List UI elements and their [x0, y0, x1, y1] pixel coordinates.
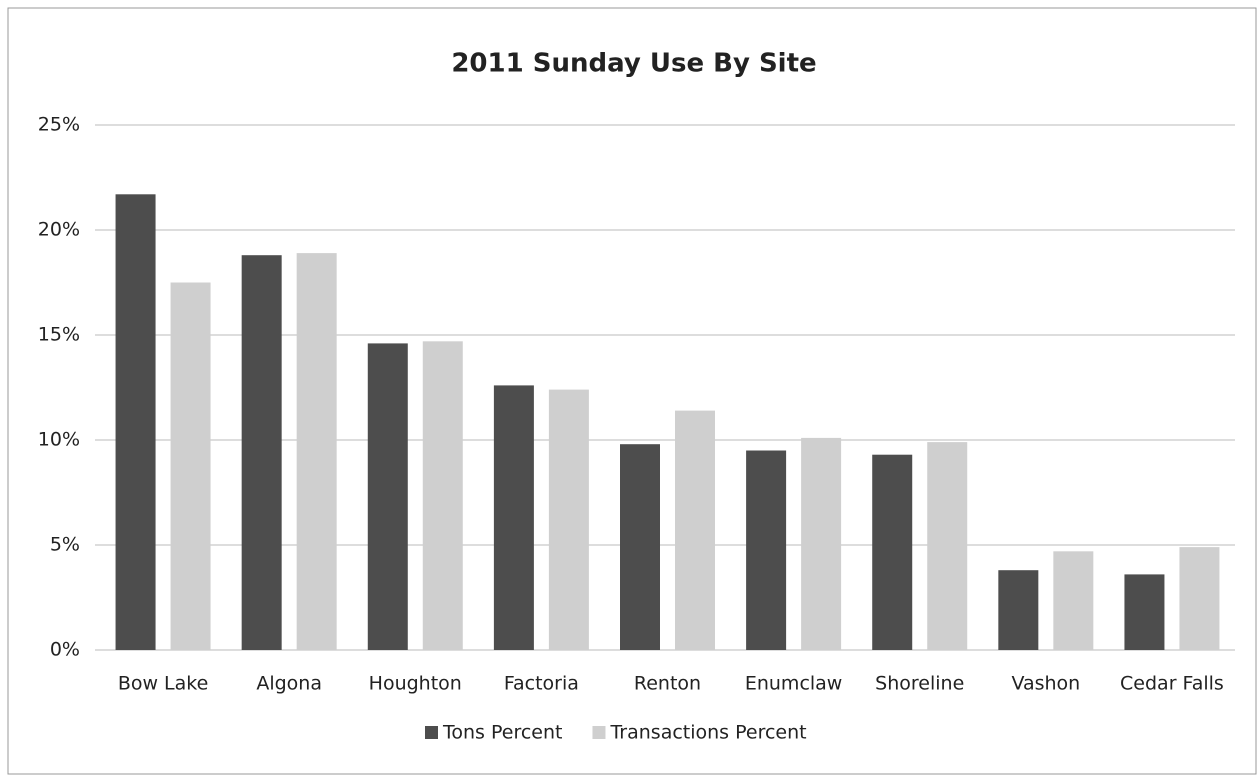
bar	[241, 255, 282, 650]
bar	[1053, 551, 1094, 650]
y-tick-label: 10%	[38, 429, 80, 451]
x-tick-label: Shoreline	[875, 673, 964, 695]
y-tick-label: 0%	[50, 639, 80, 661]
bar	[1124, 574, 1165, 650]
legend-swatch	[425, 726, 438, 739]
bar	[367, 343, 408, 650]
y-tick-label: 20%	[38, 219, 80, 241]
x-tick-label: Factoria	[504, 673, 579, 695]
bar	[620, 444, 660, 650]
y-tick-label: 5%	[50, 534, 80, 556]
bar	[296, 253, 337, 650]
legend-label: Transactions Percent	[609, 722, 806, 744]
bar	[1179, 547, 1220, 650]
bar	[115, 194, 156, 651]
x-tick-label: Vashon	[1011, 673, 1080, 695]
x-tick-label: Houghton	[369, 673, 462, 695]
bar	[998, 570, 1039, 650]
y-tick-label: 15%	[38, 324, 80, 346]
bar	[493, 385, 534, 650]
legend-label: Tons Percent	[442, 722, 562, 744]
bar	[927, 442, 968, 650]
x-tick-label: Cedar Falls	[1120, 673, 1224, 695]
bar	[675, 410, 715, 650]
bar	[746, 450, 787, 650]
bar	[872, 454, 913, 650]
bar	[548, 389, 589, 650]
x-tick-label: Renton	[634, 673, 701, 695]
bar	[801, 437, 842, 650]
y-tick-label: 25%	[38, 114, 80, 136]
chart-title: 2011 Sunday Use By Site	[451, 49, 816, 79]
legend-swatch	[592, 726, 606, 739]
x-tick-label: Algona	[256, 673, 322, 695]
x-tick-label: Bow Lake	[118, 673, 208, 695]
x-tick-label: Enumclaw	[745, 673, 843, 695]
bar	[422, 341, 463, 650]
bar	[170, 282, 211, 650]
